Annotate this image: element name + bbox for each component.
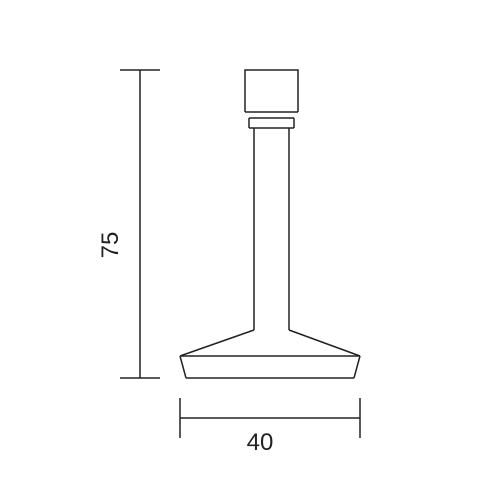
technical-drawing: 75 40: [0, 0, 500, 500]
dim-width-label: 40: [247, 429, 274, 456]
dim-height-label: 75: [97, 232, 124, 259]
